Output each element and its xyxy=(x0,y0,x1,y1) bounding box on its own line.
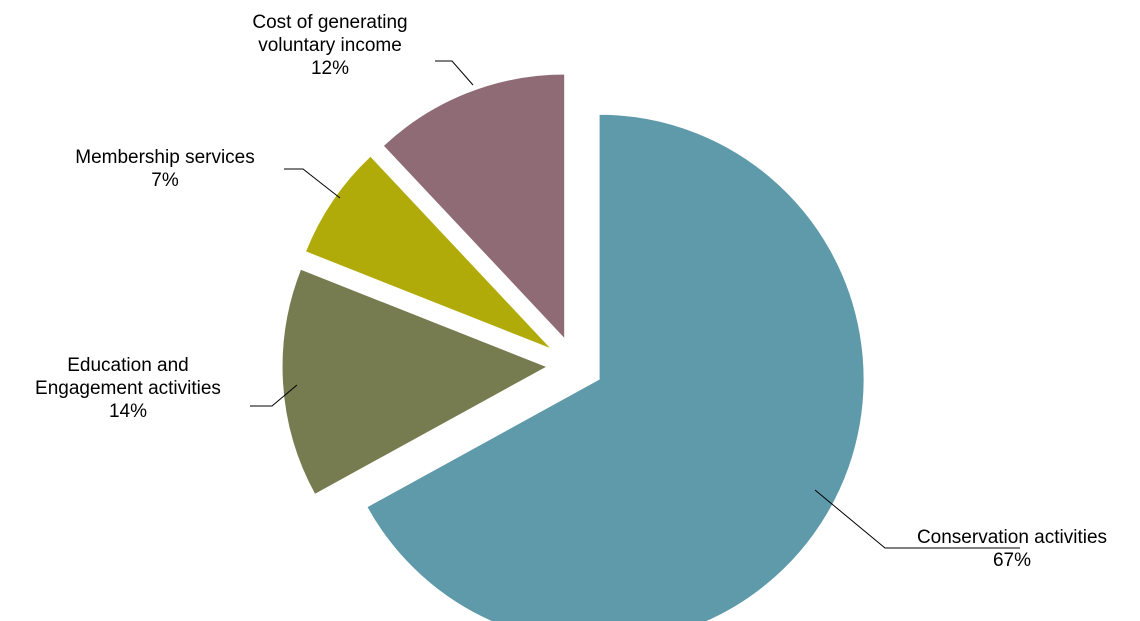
slice-category-3: voluntary income xyxy=(258,35,402,56)
slice-labels: Conservation activities 67% Education and E… xyxy=(35,12,1107,571)
slice-category-1: Engagement activities xyxy=(35,378,221,399)
slice-category-2: Membership services xyxy=(75,147,255,168)
pie-slice-1 xyxy=(281,268,549,496)
leader-line-2 xyxy=(284,168,341,199)
slice-value-2: 7% xyxy=(151,170,179,191)
slice-category-3: Cost of generating xyxy=(252,12,407,33)
pie-slices xyxy=(281,73,865,621)
slice-label-2: Membership services 7% xyxy=(75,147,255,191)
pie-slice-0 xyxy=(366,113,865,621)
leader-line-3 xyxy=(435,60,474,86)
slice-label-3: Cost of generating voluntary income 12% xyxy=(252,12,407,79)
slice-value-0: 67% xyxy=(993,550,1031,571)
slice-value-3: 12% xyxy=(311,58,349,79)
slice-category-1: Education and xyxy=(67,355,189,376)
slice-category-0: Conservation activities xyxy=(917,527,1107,548)
leader-lines xyxy=(250,60,1020,549)
leader-line-0 xyxy=(814,489,1020,549)
leader-line-1 xyxy=(250,384,298,407)
slice-label-1: Education and Engagement activities 14% xyxy=(35,355,221,422)
pie-slice-2 xyxy=(304,155,553,350)
slice-label-0: Conservation activities 67% xyxy=(917,527,1107,571)
pie-slice-3 xyxy=(382,73,566,341)
slice-value-1: 14% xyxy=(109,401,147,422)
